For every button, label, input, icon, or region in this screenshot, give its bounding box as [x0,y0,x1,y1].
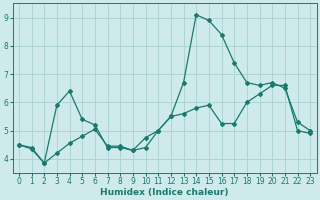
X-axis label: Humidex (Indice chaleur): Humidex (Indice chaleur) [100,188,229,197]
